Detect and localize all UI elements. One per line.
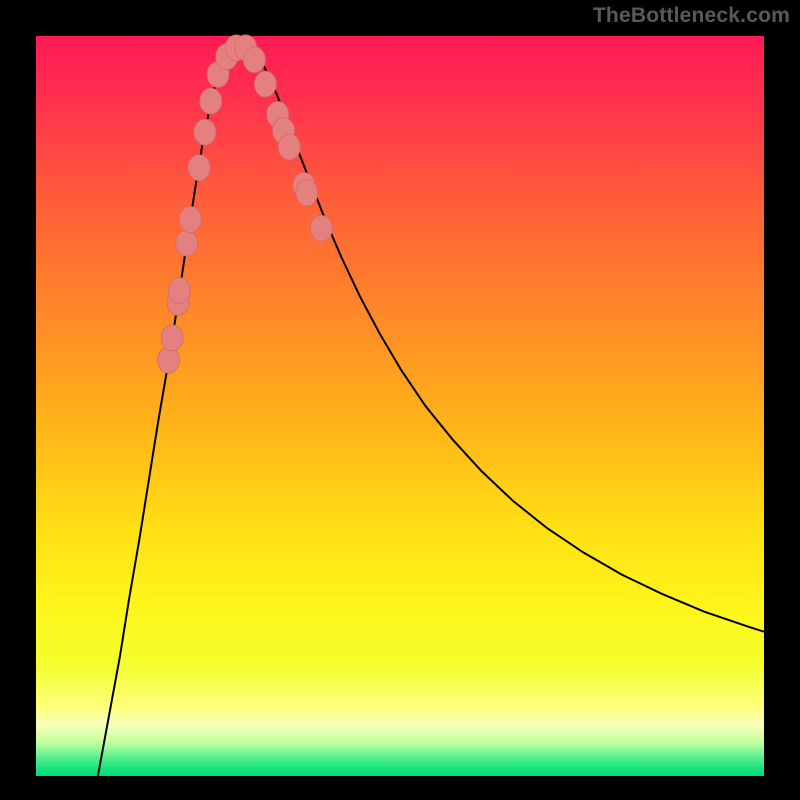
- plot-background: [36, 36, 764, 776]
- data-marker: [158, 347, 180, 373]
- data-marker: [161, 325, 183, 351]
- data-marker: [278, 134, 300, 160]
- data-marker: [243, 47, 265, 73]
- chart-canvas: TheBottleneck.com: [0, 0, 800, 800]
- data-marker: [200, 88, 222, 114]
- data-marker: [168, 278, 190, 304]
- data-marker: [176, 230, 198, 256]
- data-marker: [310, 215, 332, 241]
- data-marker: [194, 119, 216, 145]
- data-marker: [254, 71, 276, 97]
- watermark-text: TheBottleneck.com: [593, 4, 790, 28]
- data-marker: [188, 155, 210, 181]
- data-marker: [179, 207, 201, 233]
- chart-svg: [0, 0, 800, 800]
- data-marker: [296, 180, 318, 206]
